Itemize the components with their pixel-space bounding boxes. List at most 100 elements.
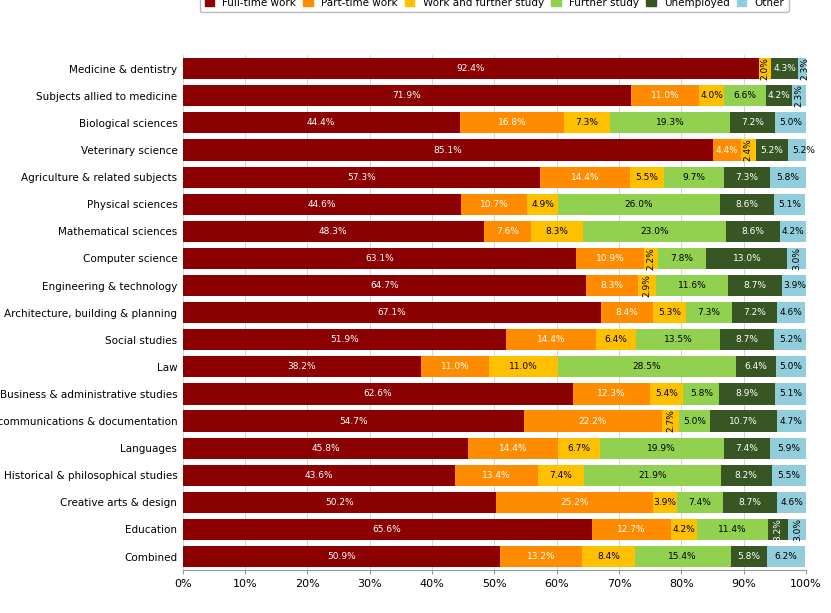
Bar <box>677 492 723 513</box>
Bar <box>735 356 775 378</box>
Bar <box>770 438 807 459</box>
Text: 5.1%: 5.1% <box>778 200 801 208</box>
Text: 5.8%: 5.8% <box>776 173 799 181</box>
Bar <box>421 356 489 378</box>
Text: 8.4%: 8.4% <box>616 308 639 317</box>
Text: 5.2%: 5.2% <box>793 145 816 154</box>
Bar <box>183 302 601 323</box>
Text: 23.0%: 23.0% <box>641 227 669 236</box>
Text: 5.3%: 5.3% <box>658 308 681 317</box>
Bar <box>528 194 558 215</box>
Bar <box>650 383 683 405</box>
Text: 7.3%: 7.3% <box>735 173 759 181</box>
Bar <box>583 546 635 567</box>
Bar <box>601 302 653 323</box>
Text: 2.0%: 2.0% <box>760 57 770 80</box>
Bar <box>183 194 460 215</box>
Bar <box>584 465 720 486</box>
Bar <box>630 167 664 188</box>
Bar <box>720 383 775 405</box>
Text: 85.1%: 85.1% <box>434 145 462 154</box>
Text: 14.4%: 14.4% <box>537 335 565 345</box>
Text: 7.4%: 7.4% <box>689 498 711 507</box>
Bar <box>720 194 774 215</box>
Bar <box>771 58 798 79</box>
Text: 8.6%: 8.6% <box>735 200 759 208</box>
Bar <box>460 112 564 134</box>
Text: 13.2%: 13.2% <box>527 552 555 561</box>
Bar <box>600 438 724 459</box>
Text: 71.9%: 71.9% <box>392 91 421 101</box>
Text: 8.6%: 8.6% <box>741 227 765 236</box>
Text: 10.7%: 10.7% <box>729 417 758 425</box>
Text: 22.2%: 22.2% <box>578 417 607 425</box>
Text: 5.8%: 5.8% <box>690 389 713 398</box>
Text: 4.2%: 4.2% <box>782 227 804 236</box>
Bar <box>783 275 807 296</box>
Text: 45.8%: 45.8% <box>312 444 340 452</box>
Text: 48.3%: 48.3% <box>319 227 347 236</box>
Bar <box>683 383 720 405</box>
Text: 92.4%: 92.4% <box>456 64 485 73</box>
Bar <box>183 221 484 242</box>
Bar <box>732 302 777 323</box>
Text: 4.0%: 4.0% <box>701 91 724 101</box>
Bar <box>706 248 788 269</box>
Bar <box>725 167 770 188</box>
Bar <box>183 546 500 567</box>
Bar <box>631 85 700 107</box>
Text: 4.4%: 4.4% <box>715 145 738 154</box>
Bar <box>653 492 677 513</box>
Bar <box>635 546 730 567</box>
Text: 6.6%: 6.6% <box>734 91 756 101</box>
Text: 5.9%: 5.9% <box>777 444 799 452</box>
Text: 6.4%: 6.4% <box>744 362 767 371</box>
Text: 5.2%: 5.2% <box>760 145 784 154</box>
Bar <box>798 58 813 79</box>
Bar <box>768 519 788 540</box>
Bar <box>183 139 713 161</box>
Bar <box>183 465 455 486</box>
Text: 8.9%: 8.9% <box>735 389 759 398</box>
Text: 4.7%: 4.7% <box>780 417 803 425</box>
Bar <box>755 139 788 161</box>
Text: 5.4%: 5.4% <box>655 389 678 398</box>
Bar <box>679 411 710 432</box>
Bar <box>726 221 779 242</box>
Bar <box>662 411 679 432</box>
Text: 19.3%: 19.3% <box>656 118 684 128</box>
Text: 54.7%: 54.7% <box>339 417 367 425</box>
Bar <box>183 329 506 350</box>
Text: 26.0%: 26.0% <box>625 200 653 208</box>
Bar <box>455 465 538 486</box>
Text: 25.2%: 25.2% <box>560 498 588 507</box>
Text: 5.8%: 5.8% <box>737 552 760 561</box>
Text: 2.4%: 2.4% <box>744 139 753 161</box>
Text: 50.2%: 50.2% <box>325 498 353 507</box>
Text: 6.4%: 6.4% <box>604 335 627 345</box>
Text: 51.9%: 51.9% <box>330 335 359 345</box>
Text: 9.7%: 9.7% <box>683 173 706 181</box>
Bar <box>697 519 768 540</box>
Bar <box>770 167 806 188</box>
Text: 4.6%: 4.6% <box>780 498 804 507</box>
Bar <box>774 194 805 215</box>
Text: 5.0%: 5.0% <box>779 118 802 128</box>
Bar <box>183 438 469 459</box>
Legend: Full-time work, Part-time work, Work and further study, Further study, Unemploye: Full-time work, Part-time work, Work and… <box>200 0 789 12</box>
Bar <box>636 329 720 350</box>
Bar <box>788 519 807 540</box>
Bar <box>183 85 631 107</box>
Bar <box>778 492 806 513</box>
Text: 65.6%: 65.6% <box>373 525 401 534</box>
Text: 11.6%: 11.6% <box>677 281 706 290</box>
Bar <box>500 546 583 567</box>
Text: 44.4%: 44.4% <box>307 118 336 128</box>
Text: 12.7%: 12.7% <box>617 525 646 534</box>
Text: 5.2%: 5.2% <box>779 335 802 345</box>
Bar <box>558 438 600 459</box>
Text: 8.3%: 8.3% <box>546 227 568 236</box>
Bar <box>767 546 805 567</box>
Text: 7.2%: 7.2% <box>743 308 766 317</box>
Text: 38.2%: 38.2% <box>288 362 316 371</box>
